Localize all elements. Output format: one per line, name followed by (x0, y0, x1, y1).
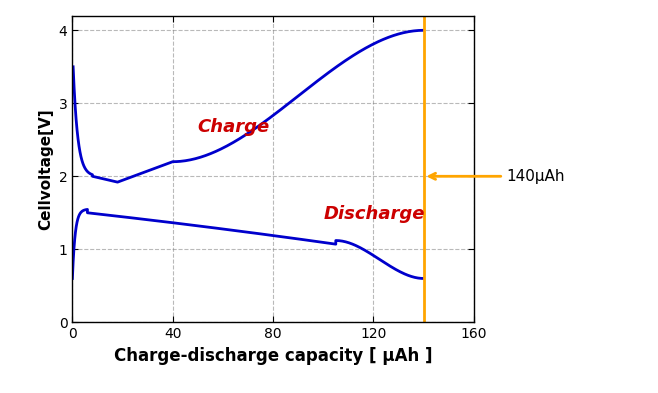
Text: Discharge: Discharge (323, 205, 425, 222)
Text: 140μAh: 140μAh (430, 169, 565, 184)
Text: Charge: Charge (198, 119, 270, 136)
X-axis label: Charge-discharge capacity [ μAh ]: Charge-discharge capacity [ μAh ] (114, 347, 432, 365)
Y-axis label: Cellvoltage[V]: Cellvoltage[V] (38, 108, 53, 230)
